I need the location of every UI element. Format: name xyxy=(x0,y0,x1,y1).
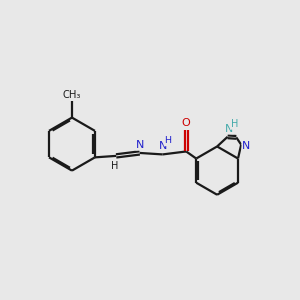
Text: N: N xyxy=(225,124,233,134)
Text: N: N xyxy=(136,140,145,150)
Text: N: N xyxy=(242,141,250,151)
Text: N: N xyxy=(158,141,167,151)
Text: O: O xyxy=(182,118,190,128)
Text: CH₃: CH₃ xyxy=(63,90,81,100)
Text: H: H xyxy=(231,119,238,129)
Text: H: H xyxy=(111,161,118,171)
Text: H: H xyxy=(164,136,171,146)
